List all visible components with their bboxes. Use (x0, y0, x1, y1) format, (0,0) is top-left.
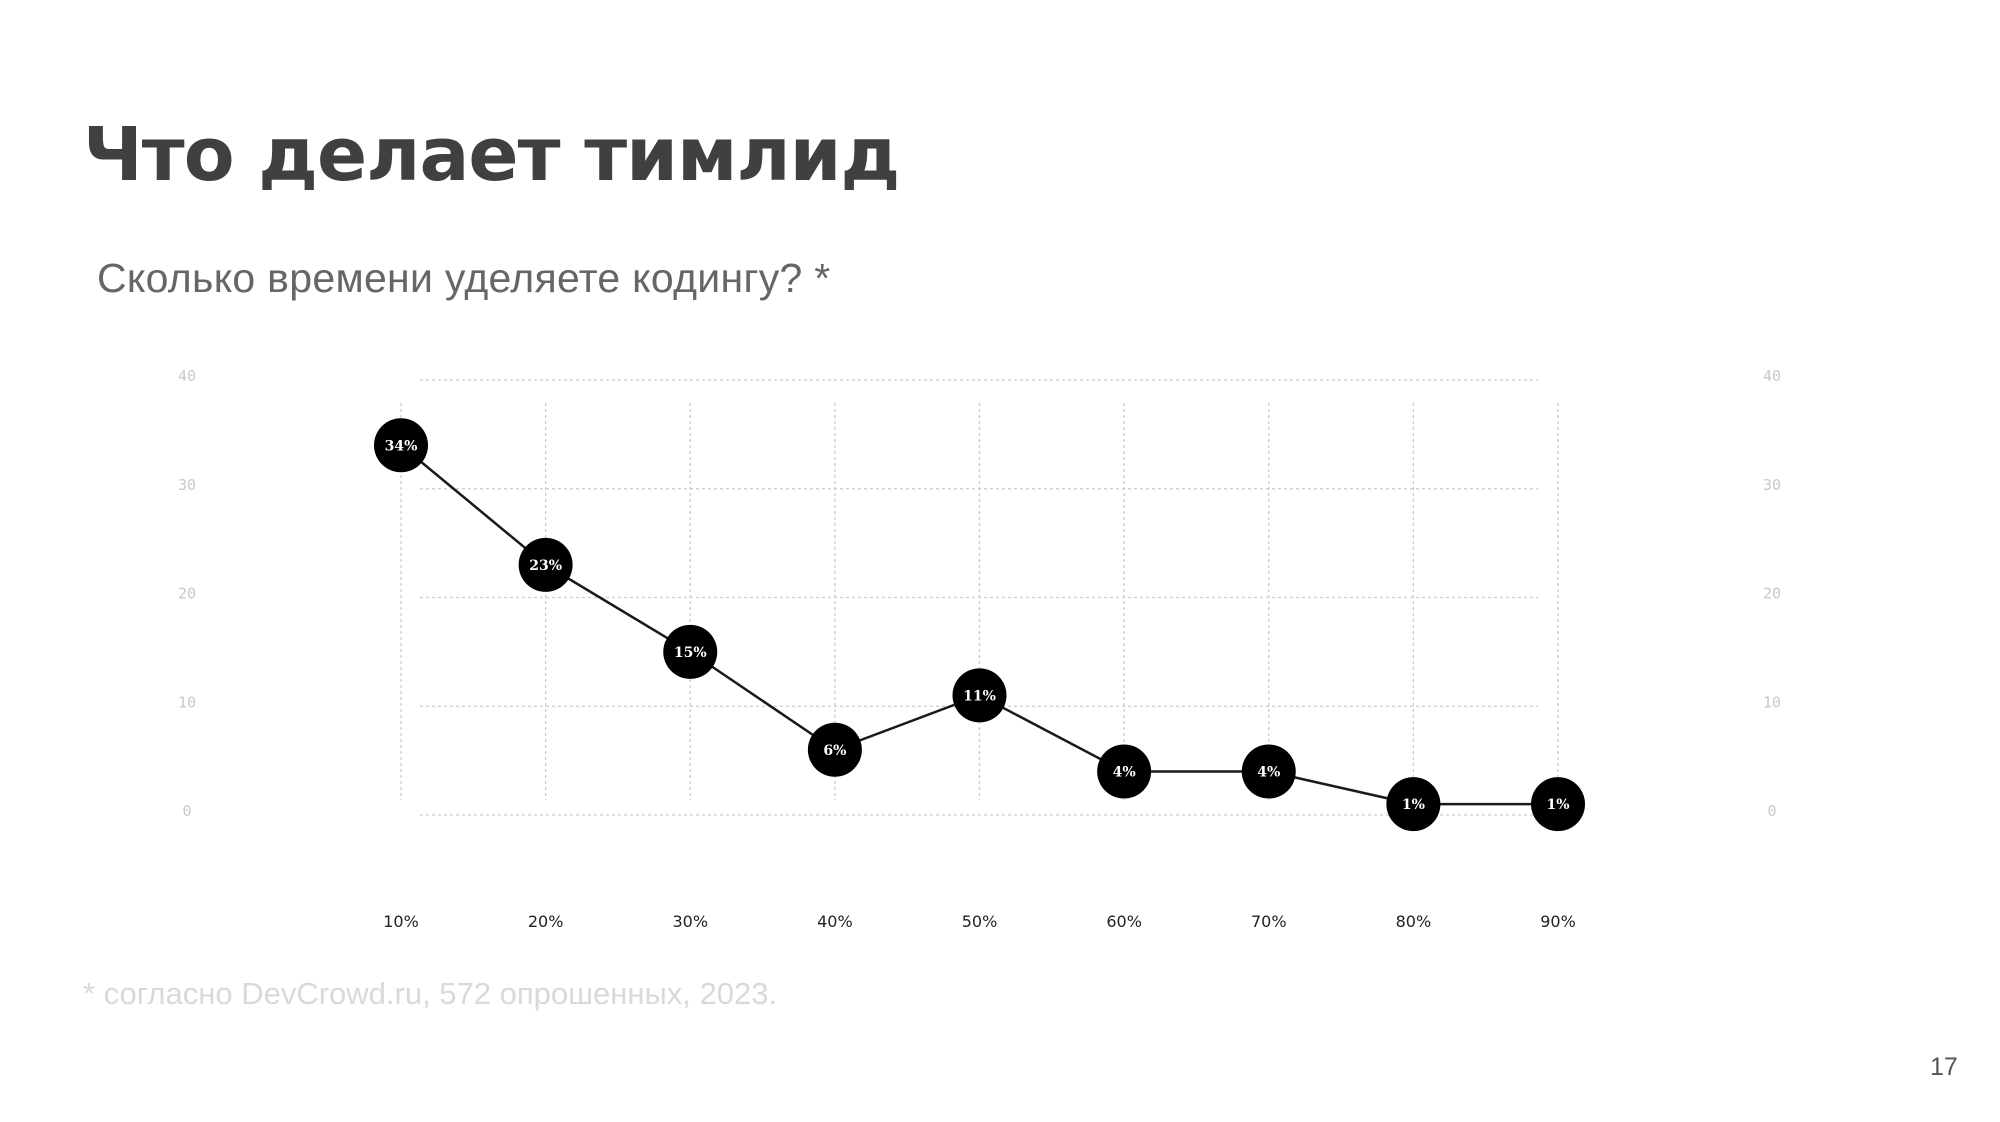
y-tick-label-left: 20 (178, 585, 196, 603)
data-point-label: 11% (963, 688, 996, 704)
source-footnote: * согласно DevCrowd.ru, 572 опрошенных, … (83, 976, 778, 1011)
y-tick-label-left: 10 (178, 693, 196, 711)
x-tick-label: 60% (1106, 912, 1142, 931)
y-tick-label-right: 0 (1767, 802, 1776, 820)
y-tick-label-right: 10 (1763, 693, 1781, 711)
y-tick-label-right: 40 (1763, 367, 1781, 385)
data-point: 6% (807, 722, 862, 777)
x-tick-label: 30% (672, 912, 708, 931)
y-tick-label-left: 30 (178, 476, 196, 494)
data-point-label: 1% (1546, 797, 1569, 813)
data-point: 1% (1386, 777, 1441, 832)
y-tick-label-right: 30 (1763, 476, 1781, 494)
data-point-marker (952, 668, 1007, 723)
x-tick-label: 10% (383, 912, 419, 931)
data-point-marker (1241, 744, 1296, 799)
data-point-marker (1386, 777, 1441, 832)
data-point-label: 34% (385, 438, 418, 454)
x-tick-label: 90% (1540, 912, 1576, 931)
x-tick-label: 20% (528, 912, 564, 931)
x-tick-label: 80% (1396, 912, 1432, 931)
x-axis: 10% 20% 30% 40% 50% 60% 70% 80% 90% (383, 912, 1576, 931)
chart-question-subtitle: Сколько времени уделяете кодингу? * (97, 255, 831, 301)
data-point-marker (663, 624, 718, 679)
data-point-marker (807, 722, 862, 777)
x-tick-label: 70% (1251, 912, 1287, 931)
y-tick-label-left: 40 (178, 367, 196, 385)
slide-title: Что делает тимлид (83, 112, 900, 198)
y-axis-right: 0 10 20 30 40 (1763, 367, 1781, 820)
data-point: 15% (663, 624, 718, 679)
data-point: 34% (374, 418, 428, 473)
y-tick-label-left: 0 (182, 802, 191, 820)
data-point-label: 1% (1402, 797, 1425, 813)
data-points: 34% 23% 15% 6% 11% 4% 4% 1% 1% (374, 418, 1585, 832)
vertical-gridlines (400, 403, 1559, 800)
data-point: 1% (1531, 777, 1585, 832)
data-point-marker (1097, 744, 1152, 799)
data-point-label: 15% (674, 645, 707, 661)
data-point-marker (374, 418, 428, 473)
data-point: 23% (518, 537, 573, 592)
data-point-label: 23% (529, 558, 562, 574)
data-point-label: 4% (1257, 765, 1280, 781)
page-number: 17 (1930, 1053, 1958, 1081)
data-point: 11% (952, 668, 1007, 723)
y-axis-left: 0 10 20 30 40 (178, 367, 196, 820)
x-tick-label: 40% (817, 912, 853, 931)
y-tick-label-right: 20 (1763, 585, 1781, 603)
data-point-label: 6% (823, 743, 846, 759)
data-point-marker (1531, 777, 1585, 832)
data-point: 4% (1241, 744, 1296, 799)
data-point: 4% (1097, 744, 1152, 799)
data-point-label: 4% (1113, 765, 1136, 781)
data-point-marker (518, 537, 573, 592)
x-tick-label: 50% (962, 912, 998, 931)
